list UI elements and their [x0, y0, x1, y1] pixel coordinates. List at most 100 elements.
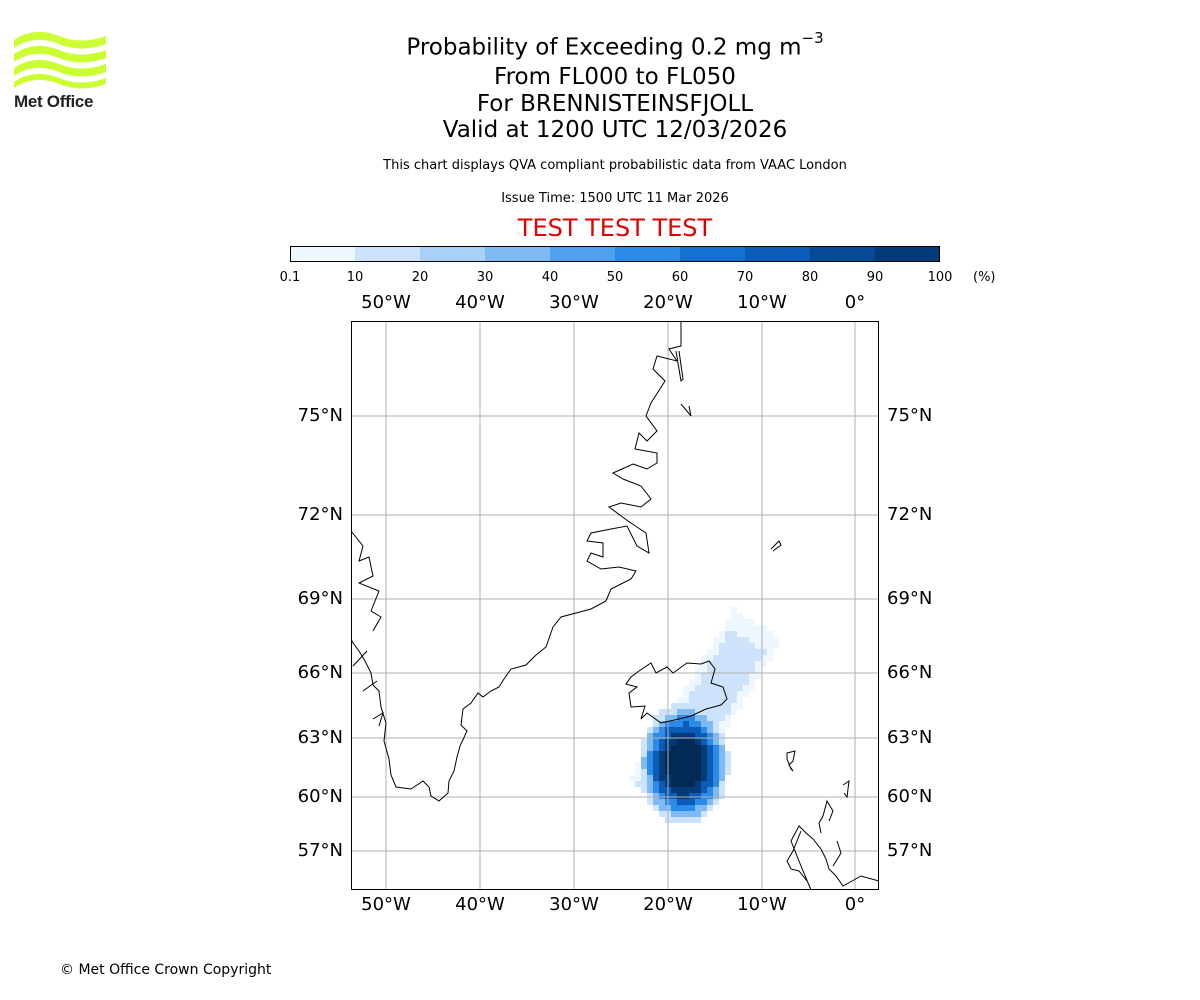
plume-cell — [737, 631, 743, 637]
plume-cell — [713, 655, 719, 661]
plume-cell — [683, 811, 689, 817]
plume-cell — [689, 769, 695, 775]
plume-cell — [671, 733, 677, 739]
plume-cell — [713, 799, 719, 805]
plume-cell — [719, 733, 725, 739]
plume-cell — [641, 745, 647, 751]
plume-cell — [719, 667, 725, 673]
plume-cell — [659, 715, 665, 721]
plume-cell — [647, 763, 653, 769]
plume-cell — [725, 649, 731, 655]
plume-cell — [713, 769, 719, 775]
plume-cell — [659, 769, 665, 775]
plume-cell — [659, 799, 665, 805]
plume-cell — [635, 775, 641, 781]
plume-cell — [659, 709, 665, 715]
colorbar-tick-label: 60 — [671, 270, 689, 285]
plume-cell — [701, 661, 707, 667]
plume-cell — [683, 733, 689, 739]
plume-cell — [773, 637, 779, 643]
copyright-notice: © Met Office Crown Copyright — [60, 962, 272, 978]
svalbard-fjord-detail — [675, 350, 692, 417]
plume-cell — [695, 775, 701, 781]
plume-cell — [701, 691, 707, 697]
plume-cell — [773, 643, 779, 649]
plume-cell — [707, 751, 713, 757]
plume-cell — [701, 763, 707, 769]
plume-cell — [659, 781, 665, 787]
colorbar-tick-label: 70 — [736, 270, 754, 285]
plume-cell — [647, 757, 653, 763]
plume-cell — [725, 679, 731, 685]
longitude-label: 20°W — [643, 292, 693, 313]
colorbar-segment — [485, 246, 551, 262]
plume-cell — [701, 769, 707, 775]
plume-cell — [713, 643, 719, 649]
plume-cell — [695, 691, 701, 697]
plume-cell — [719, 709, 725, 715]
plume-cell — [677, 763, 683, 769]
plume-cell — [707, 775, 713, 781]
plume-cell — [701, 715, 707, 721]
plume-cell — [737, 625, 743, 631]
plume-cell — [761, 637, 767, 643]
plume-cell — [683, 793, 689, 799]
plume-cell — [719, 769, 725, 775]
plume-cell — [653, 721, 659, 727]
plume-cell — [659, 739, 665, 745]
plume-cell — [683, 799, 689, 805]
plume-cell — [713, 757, 719, 763]
flight-level-range: From FL000 to FL050 — [494, 64, 736, 90]
plume-cell — [743, 637, 749, 643]
plume-cell — [707, 721, 713, 727]
plume-cell — [695, 709, 701, 715]
plume-cell — [743, 661, 749, 667]
plume-cell — [707, 679, 713, 685]
plume-cell — [653, 775, 659, 781]
plume-cell — [713, 673, 719, 679]
colorbar-segment — [875, 246, 940, 262]
issue-time: Issue Time: 1500 UTC 11 Mar 2026 — [501, 191, 729, 206]
plume-cell — [743, 619, 749, 625]
latitude-label: 63°N — [887, 727, 933, 748]
plume-cell — [749, 679, 755, 685]
plume-cell — [695, 715, 701, 721]
plume-cell — [677, 781, 683, 787]
latitude-label: 69°N — [297, 588, 343, 609]
plume-cell — [677, 793, 683, 799]
plume-cell — [713, 697, 719, 703]
plume-cell — [671, 703, 677, 709]
plume-cell — [707, 727, 713, 733]
plume-cell — [731, 685, 737, 691]
latitude-label: 57°N — [887, 840, 933, 861]
plume-cell — [707, 715, 713, 721]
plume-cell — [641, 763, 647, 769]
plume-cell — [695, 721, 701, 727]
plume-cell — [707, 649, 713, 655]
ash-probability-plume — [629, 607, 779, 823]
latitude-label: 57°N — [297, 840, 343, 861]
plume-cell — [671, 763, 677, 769]
longitude-label: 10°W — [737, 894, 787, 915]
plume-cell — [719, 697, 725, 703]
colorbar-segment — [615, 246, 681, 262]
plume-cell — [707, 781, 713, 787]
latitude-label: 72°N — [297, 504, 343, 525]
plume-cell — [659, 733, 665, 739]
plume-cell — [713, 649, 719, 655]
plume-cell — [677, 775, 683, 781]
plume-cell — [695, 799, 701, 805]
plume-cell — [749, 667, 755, 673]
plume-cell — [755, 637, 761, 643]
plume-cell — [749, 631, 755, 637]
plume-cell — [725, 631, 731, 637]
longitude-label: 10°W — [737, 292, 787, 313]
chart-description: This chart displays QVA compliant probab… — [383, 158, 847, 173]
plume-cell — [731, 643, 737, 649]
plume-cell — [689, 781, 695, 787]
plume-cell — [683, 703, 689, 709]
plume-cell — [683, 685, 689, 691]
plume-cell — [671, 805, 677, 811]
plume-cell — [689, 721, 695, 727]
plume-cell — [701, 667, 707, 673]
